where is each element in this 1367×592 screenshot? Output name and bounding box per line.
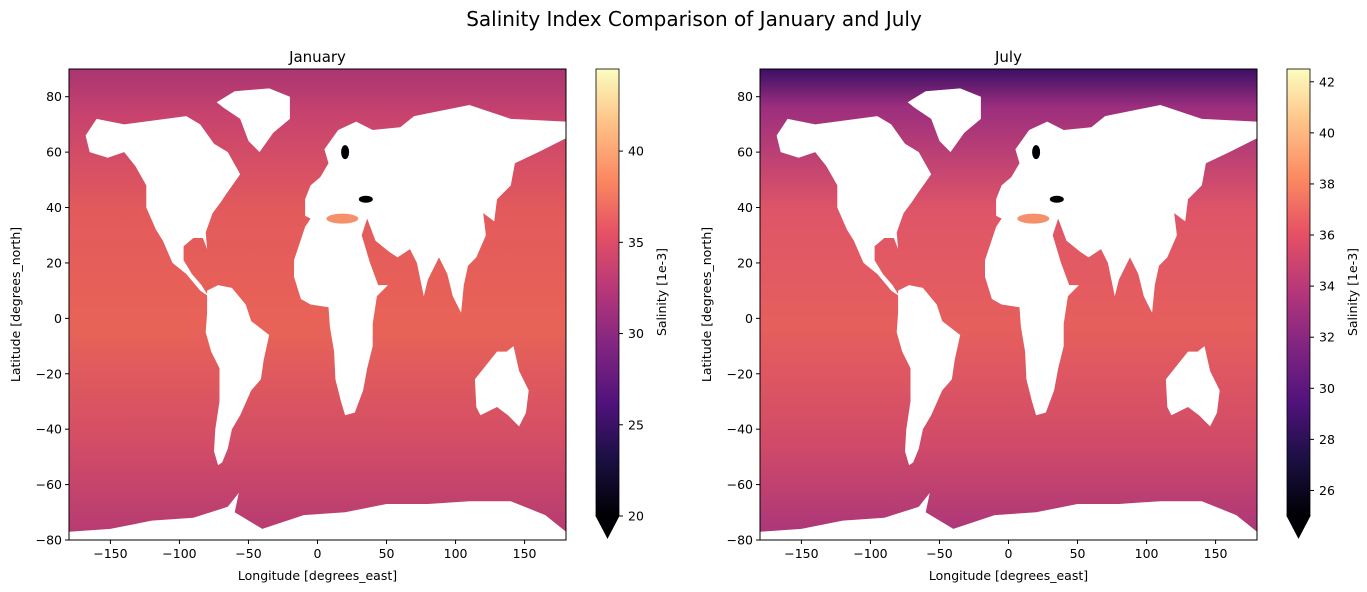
colorbar-tick-label: 28 (1319, 432, 1335, 447)
land-australia (474, 346, 529, 427)
y-tick-label: 40 (737, 200, 753, 215)
colorbar-label: Salinity [1e-3] (1345, 248, 1360, 336)
colorbar-tick-label: 34 (1319, 279, 1335, 294)
colorbar-tick-label: 40 (1319, 125, 1335, 140)
x-tick-label: 100 (1135, 546, 1159, 561)
land-north-america (85, 116, 241, 297)
figure-title: Salinity Index Comparison of January and… (466, 7, 922, 31)
colorbar-extend-arrow (1286, 515, 1311, 539)
land-south-america (896, 285, 961, 466)
baltic-sea (341, 145, 350, 160)
land-greenland (216, 88, 290, 153)
colorbar: 26 28 30 32 34 36 38 40 42 Salinity [1e-3] (1286, 68, 1360, 539)
x-axis-label: Longitude [degrees_east] (238, 568, 397, 583)
y-axis-label: Latitude [degrees_north] (699, 227, 714, 382)
colorbar-tick-label: 30 (628, 326, 644, 341)
y-tick-label: −80 (727, 533, 753, 548)
colorbar-tick-label: 32 (1319, 330, 1335, 345)
x-tick-label: −50 (235, 546, 261, 561)
black-sea (358, 195, 373, 203)
x-tick-label: 0 (1005, 546, 1013, 561)
x-tick-label: −50 (926, 546, 952, 561)
subplot-title: July (994, 48, 1022, 66)
colorbar-tick-label: 25 (628, 417, 644, 432)
subplot-title: January (288, 48, 346, 66)
panel-january: January −150 −100 −50 0 50 100 150 −80 −60 −40 −20 0… (8, 48, 669, 583)
x-tick-label: −100 (853, 546, 887, 561)
land-africa-eurasia (294, 105, 566, 416)
land-antarctica (760, 492, 1257, 540)
y-tick-label: −20 (727, 366, 753, 381)
y-tick-label: −60 (36, 477, 62, 492)
y-tick-label: 20 (737, 255, 753, 270)
x-tick-label: 50 (1070, 546, 1086, 561)
y-tick-label: −20 (36, 366, 62, 381)
x-tick-label: 50 (379, 546, 395, 561)
colorbar-label: Salinity [1e-3] (654, 248, 669, 336)
x-tick-label: 0 (314, 546, 322, 561)
mediterranean-sea (326, 213, 359, 224)
colorbar-tick-label: 20 (628, 509, 644, 524)
land-africa-eurasia (985, 105, 1257, 416)
land-mask (760, 88, 1257, 540)
colorbar-gradient (596, 69, 619, 516)
colorbar-tick-label: 36 (1319, 228, 1335, 243)
x-tick-label: −100 (162, 546, 196, 561)
colorbar-tick-label: 42 (1319, 74, 1335, 89)
colorbar-tick-label: 35 (628, 235, 644, 250)
x-tick-label: 150 (1204, 546, 1228, 561)
mediterranean-sea (1017, 213, 1050, 224)
colorbar-gradient (1287, 69, 1310, 516)
y-tick-label: 80 (737, 89, 753, 104)
x-tick-label: −150 (93, 546, 127, 561)
land-north-america (776, 116, 932, 297)
x-axis-label: Longitude [degrees_east] (929, 568, 1088, 583)
panel-july: July −150 −100 −50 0 50 100 150 −80 −60 −40 −20 0 20 4… (699, 48, 1360, 583)
colorbar-frame (595, 68, 620, 517)
x-tick-label: 150 (513, 546, 537, 561)
colorbar-extend-arrow (595, 515, 620, 539)
y-tick-label: −80 (36, 533, 62, 548)
y-tick-label: 0 (54, 311, 62, 326)
land-greenland (907, 88, 981, 153)
colorbar-tick-label: 38 (1319, 176, 1335, 191)
land-south-america (205, 285, 270, 466)
colorbar-tick-label: 30 (1319, 381, 1335, 396)
y-tick-label: 80 (46, 89, 62, 104)
land-antarctica (69, 492, 566, 540)
y-tick-label: −40 (727, 422, 753, 437)
y-tick-label: −40 (36, 422, 62, 437)
y-tick-label: 20 (46, 255, 62, 270)
x-tick-label: −150 (784, 546, 818, 561)
baltic-sea (1032, 145, 1041, 160)
black-sea (1049, 195, 1064, 203)
y-axis-label: Latitude [degrees_north] (8, 227, 23, 382)
colorbar: 20 25 30 35 40 Salinity [1e-3] (595, 68, 669, 539)
land-mask (69, 88, 566, 540)
y-tick-label: 40 (46, 200, 62, 215)
y-tick-label: 60 (46, 145, 62, 160)
y-tick-label: 0 (745, 311, 753, 326)
colorbar-tick-label: 26 (1319, 483, 1335, 498)
colorbar-frame (1286, 68, 1311, 517)
x-tick-label: 100 (444, 546, 468, 561)
y-tick-label: −60 (727, 477, 753, 492)
y-tick-label: 60 (737, 145, 753, 160)
land-australia (1165, 346, 1220, 427)
colorbar-tick-label: 40 (628, 144, 644, 159)
